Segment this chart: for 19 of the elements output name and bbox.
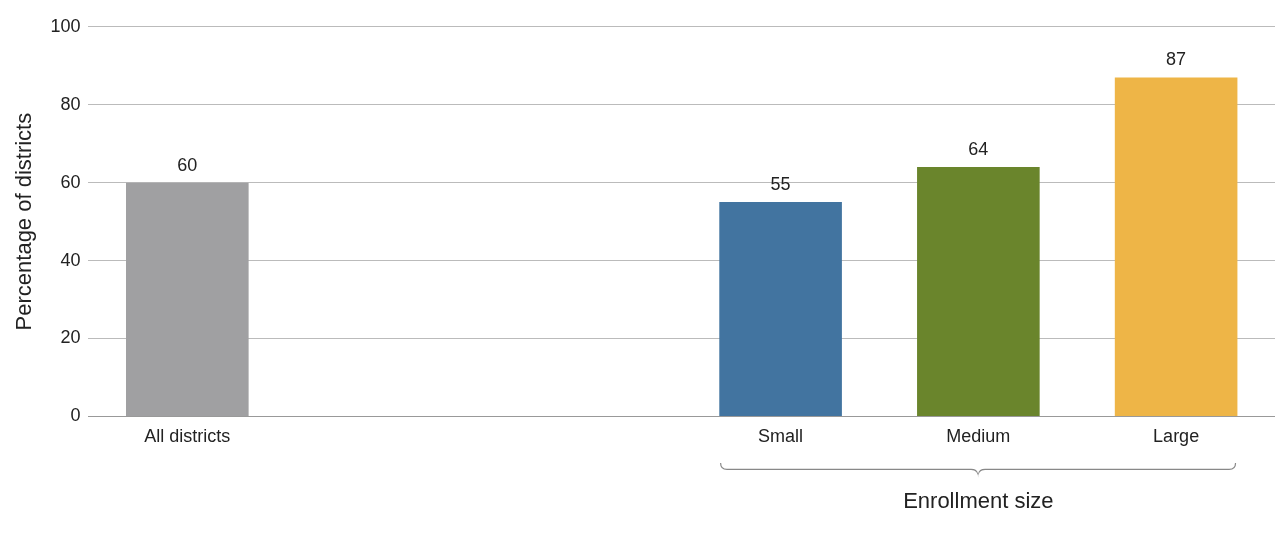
data-label: 64 [968, 139, 989, 160]
data-label: 87 [1166, 49, 1187, 70]
bar [719, 202, 842, 416]
y-tick-label: 60 [60, 171, 81, 192]
y-tick-label: 20 [60, 327, 81, 348]
y-tick-label: 40 [60, 249, 81, 270]
bar [917, 167, 1040, 416]
y-tick-label: 100 [50, 15, 81, 36]
x-axis-title: Enrollment size [902, 488, 1055, 514]
y-tick-label: 0 [70, 405, 81, 426]
x-tick-label: Small [758, 426, 804, 447]
x-tick-label: Medium [946, 426, 1011, 447]
data-label: 55 [770, 174, 791, 195]
y-tick-label: 80 [60, 93, 81, 114]
bar [1114, 77, 1238, 416]
x-tick-label: All districts [144, 426, 231, 447]
y-axis-title: Percentage of districts [11, 112, 37, 331]
x-tick-label: Large [1153, 426, 1200, 447]
data-label: 60 [177, 154, 198, 175]
